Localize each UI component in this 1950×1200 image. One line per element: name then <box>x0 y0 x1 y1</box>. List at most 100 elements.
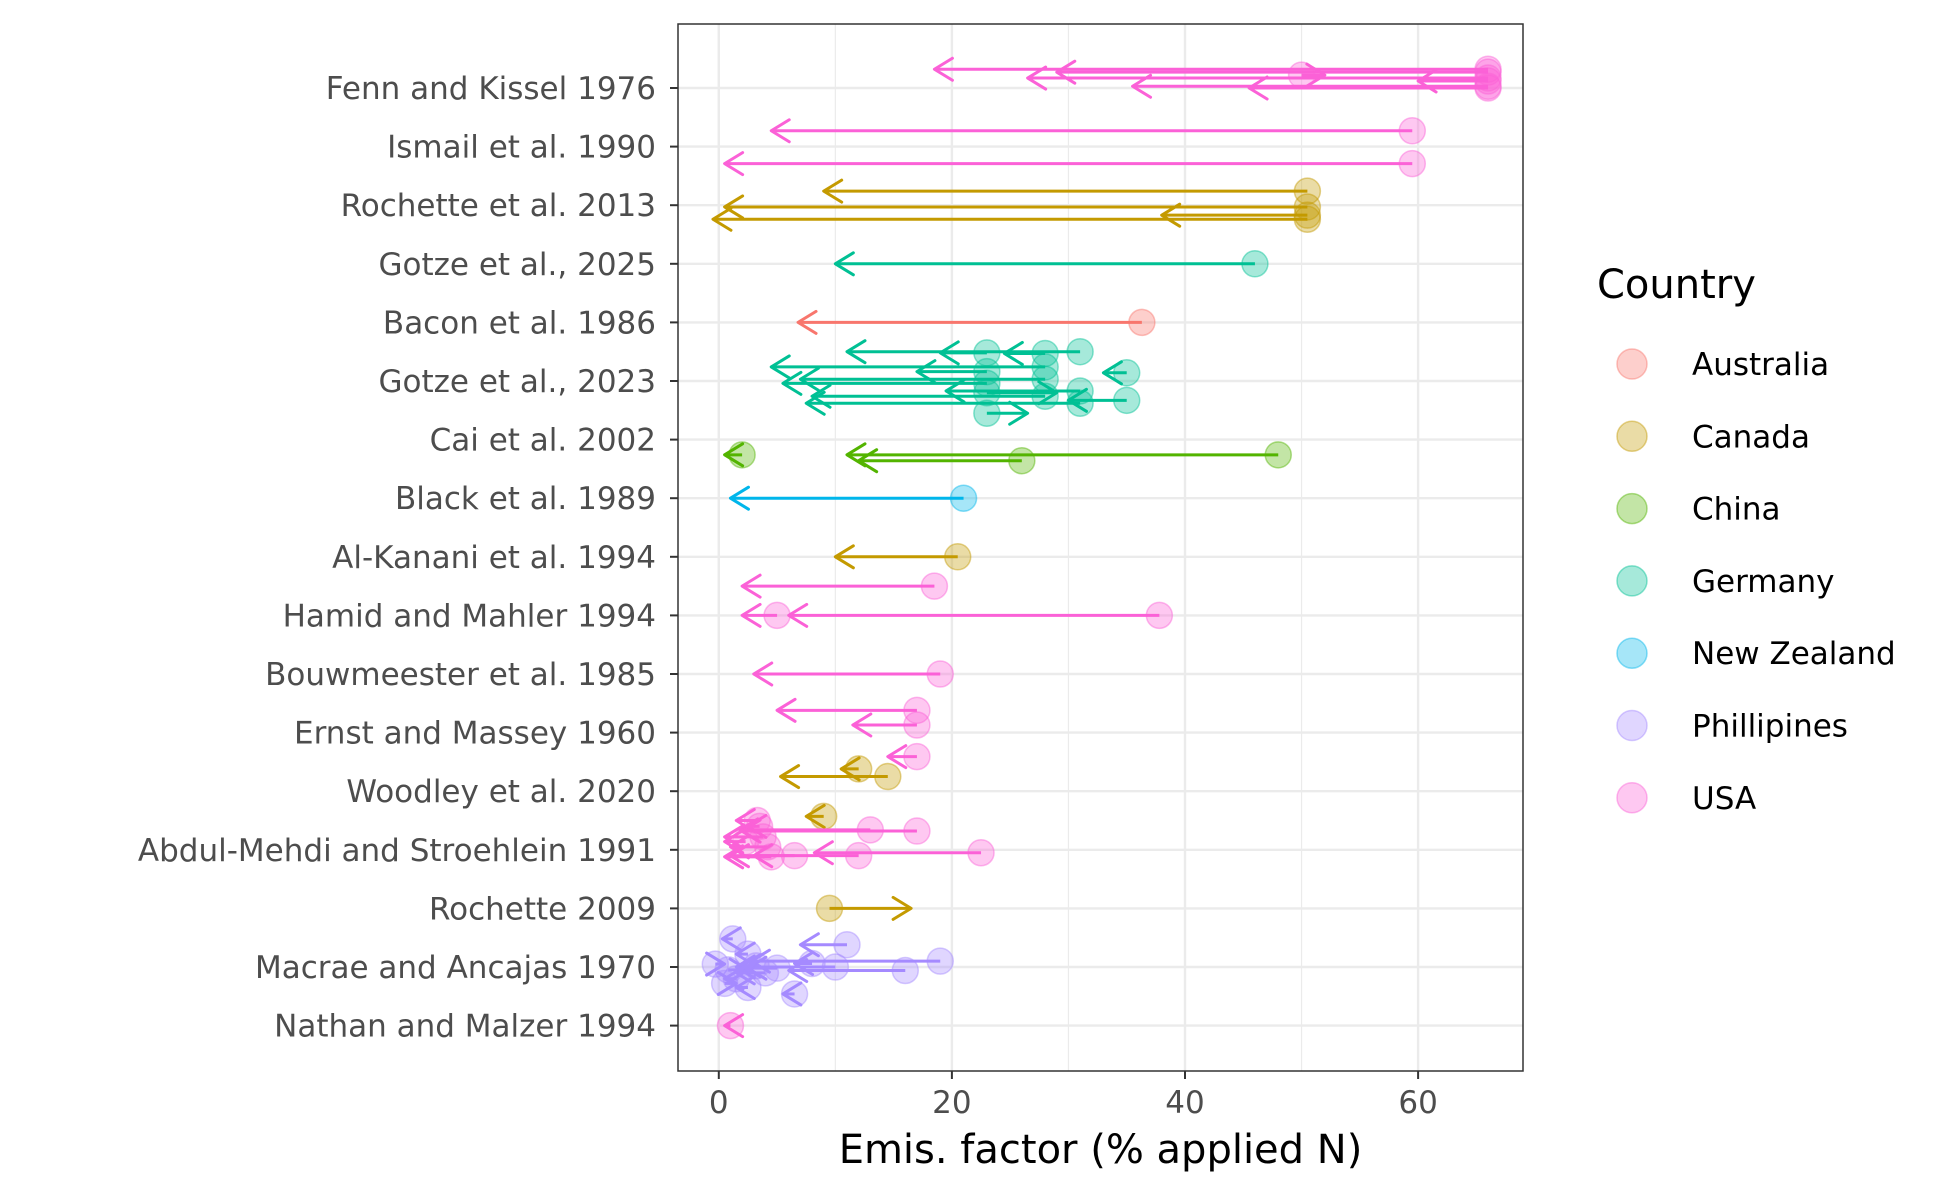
plot-border <box>677 23 1524 1072</box>
y-axis: Fenn and Kissel 1976 Ismail et al. 1990 Ro… <box>138 71 678 1045</box>
x-tick-label: 60 <box>1398 1085 1437 1121</box>
data-arrow-head <box>804 803 826 829</box>
data-point-group <box>769 353 1059 381</box>
data-point-group <box>787 956 920 985</box>
legend-item: Germany <box>1616 564 1834 600</box>
legend-item: Canada <box>1616 419 1810 455</box>
data-marks <box>701 55 1502 1040</box>
legend-label: USA <box>1692 781 1756 817</box>
data-arrow-head <box>798 366 820 392</box>
legend-label: New Zealand <box>1692 636 1896 672</box>
data-arrow-head <box>891 895 913 921</box>
y-tick-label: Fenn and Kissel 1976 <box>326 71 656 107</box>
y-tick-label: Gotze et al., 2025 <box>379 247 657 283</box>
data-point-group <box>886 742 931 771</box>
x-axis: 0 20 40 60 <box>709 1071 1438 1121</box>
data-point-group <box>716 1011 745 1040</box>
y-tick-label: Cai et al. 2002 <box>430 423 656 459</box>
x-tick-label: 20 <box>932 1085 971 1121</box>
y-tick-label: Rochette 2009 <box>429 891 656 927</box>
data-arrow-head <box>1160 202 1182 228</box>
data-point-group <box>833 543 972 571</box>
data-point-group <box>728 484 978 512</box>
data-point-group <box>740 601 791 630</box>
data-arrow-head <box>1101 360 1123 386</box>
data-point-group <box>1131 72 1502 100</box>
data-point-group <box>857 446 1036 475</box>
legend-label: Germany <box>1692 564 1834 600</box>
data-point-group <box>1160 201 1322 229</box>
y-tick-label: Woodley et al. 2020 <box>346 774 656 810</box>
data-arrow-head <box>1247 75 1269 101</box>
data-arrow-head <box>723 194 745 220</box>
data-arrow-head <box>723 844 745 870</box>
data-arrow-head <box>833 251 855 277</box>
legend: Country Australia Canada China Germany New Ze… <box>1597 262 1896 817</box>
data-arrow-head <box>1002 340 1024 366</box>
legend-key <box>1616 709 1648 742</box>
data-arrow-head <box>734 975 756 1001</box>
data-point-group <box>779 762 902 791</box>
legend-key <box>1616 348 1648 380</box>
data-arrow-head <box>822 178 844 204</box>
data-arrow-head <box>781 370 803 396</box>
data-arrow-head <box>787 602 809 628</box>
legend-key <box>1616 420 1648 453</box>
legend-label: China <box>1692 492 1781 528</box>
data-point-group <box>723 441 756 469</box>
data-point-group <box>932 55 1502 83</box>
plot-panel <box>678 24 1523 1071</box>
data-point-group <box>1066 386 1141 415</box>
data-arrow-head <box>1008 400 1030 426</box>
data-arrow-head <box>775 697 797 723</box>
data-arrow-head <box>812 840 834 866</box>
x-tick-label: 40 <box>1165 1085 1204 1121</box>
data-point-group <box>798 365 1059 393</box>
data-arrow-head <box>779 764 801 790</box>
legend-item: Phillipines <box>1616 709 1848 745</box>
legend-label: Phillipines <box>1692 709 1848 745</box>
data-point-group <box>734 973 762 1002</box>
data-point-group <box>711 205 1322 234</box>
data-point-group <box>1247 74 1502 102</box>
data-arrow-head <box>787 958 809 984</box>
data-point-group <box>822 177 1322 205</box>
data-arrow-head <box>740 573 762 599</box>
data-arrow-head <box>746 955 768 981</box>
data-point-group <box>775 696 931 725</box>
legend-item: China <box>1616 492 1781 528</box>
data-arrow-head <box>752 661 774 687</box>
y-tick-label: Ernst and Massey 1960 <box>294 716 656 752</box>
data-arrow-head <box>716 970 738 996</box>
data-point-group <box>845 337 1094 366</box>
data-arrow-head <box>796 309 818 335</box>
y-tick-label: Macrae and Ancajas 1970 <box>255 950 656 986</box>
data-arrow-head <box>1305 62 1327 88</box>
legend-item: New Zealand <box>1616 636 1896 672</box>
data-arrow-head <box>728 485 750 511</box>
data-point-group <box>1002 339 1059 368</box>
data-point-group <box>1101 359 1141 387</box>
data-arrow-head <box>711 206 733 232</box>
y-tick-label: Gotze et al., 2023 <box>379 364 657 400</box>
data-point-group <box>815 894 913 923</box>
data-point-group <box>787 601 1174 630</box>
data-point-group <box>812 838 995 867</box>
data-arrow-head <box>1026 65 1048 91</box>
data-point-group <box>804 389 1094 418</box>
legend-key <box>1616 782 1648 814</box>
y-tick-label: Black et al. 1989 <box>395 481 656 517</box>
data-point-group <box>851 711 931 739</box>
data-arrow-head <box>1066 387 1088 413</box>
data-arrow-head <box>705 951 727 977</box>
data-point-group <box>1026 64 1502 92</box>
data-arrow-head <box>833 544 855 570</box>
data-arrow-head <box>723 1013 745 1039</box>
legend-key <box>1616 492 1648 525</box>
data-arrow-head <box>886 744 908 770</box>
data-point-group <box>845 441 1292 469</box>
data-point-group <box>973 378 1059 407</box>
data-arrow-head <box>1131 73 1153 99</box>
